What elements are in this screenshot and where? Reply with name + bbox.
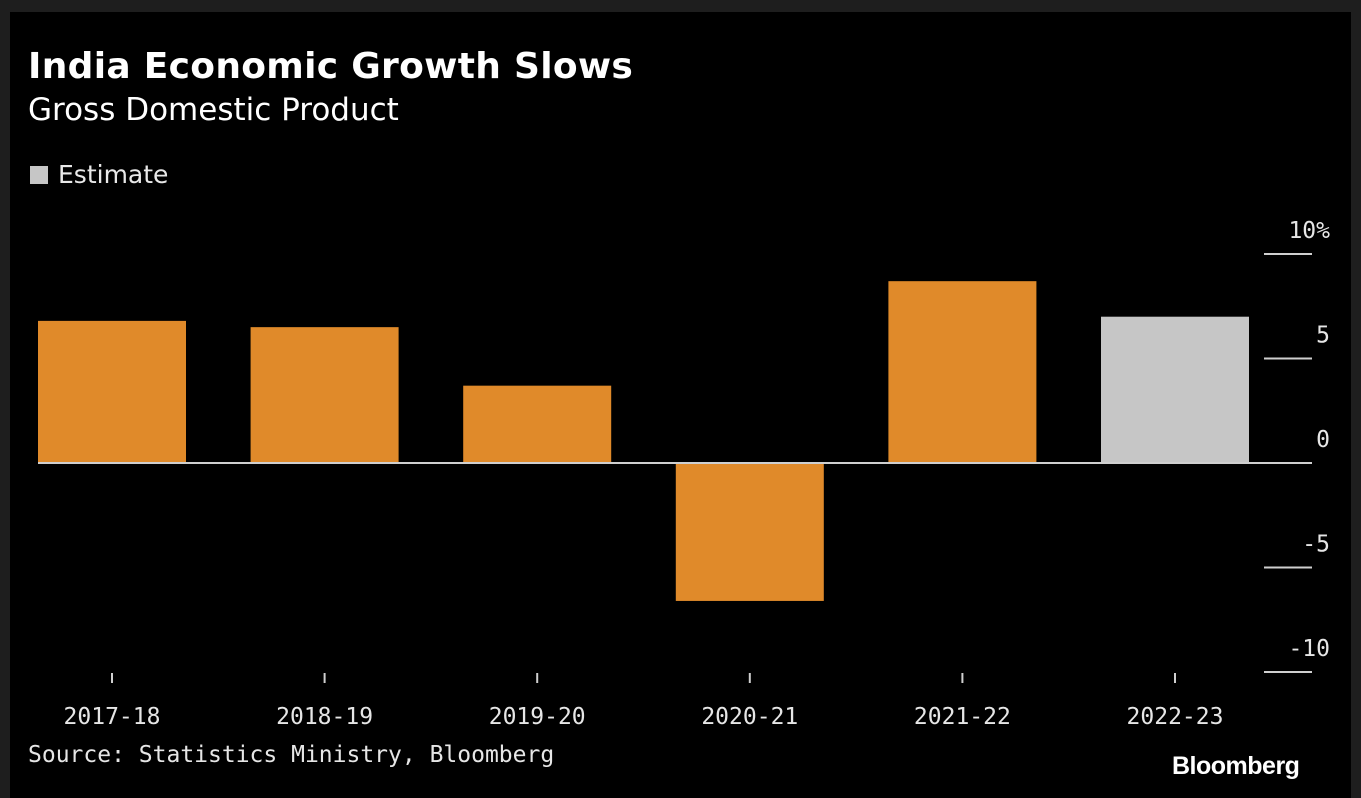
bloomberg-logo: Bloomberg [1172, 752, 1300, 780]
bar-2017-18 [38, 320, 186, 463]
x-tick-label-4: 2021-22 [914, 704, 1011, 730]
bar-2020-21 [675, 463, 824, 601]
x-tick-label-0: 2017-18 [64, 704, 161, 730]
bar-2022-23 [1101, 316, 1249, 463]
y-tick-label-1: 5 [1316, 323, 1330, 349]
y-tick-label-0: 10% [1288, 218, 1330, 244]
x-tick-label-2: 2019-20 [489, 704, 586, 730]
chart-legend: Estimate [30, 160, 168, 189]
y-tick-label-2: 0 [1316, 427, 1330, 453]
bar-2019-20 [463, 385, 612, 463]
chart-subtitle: Gross Domestic Product [28, 92, 399, 128]
legend-label-estimate: Estimate [58, 160, 169, 189]
y-tick-label-3: -5 [1302, 532, 1330, 558]
x-tick-label-1: 2018-19 [276, 704, 373, 730]
y-tick-label-4: -10 [1288, 636, 1330, 662]
chart-title: India Economic Growth Slows [28, 46, 634, 87]
x-tick-label-3: 2020-21 [701, 704, 798, 730]
bar-2021-22 [888, 281, 1037, 463]
x-tick-label-5: 2022-23 [1127, 704, 1224, 730]
bar-2018-19 [250, 327, 399, 463]
legend-swatch-estimate [30, 165, 48, 184]
source-note: Source: Statistics Ministry, Bloomberg [28, 742, 555, 768]
